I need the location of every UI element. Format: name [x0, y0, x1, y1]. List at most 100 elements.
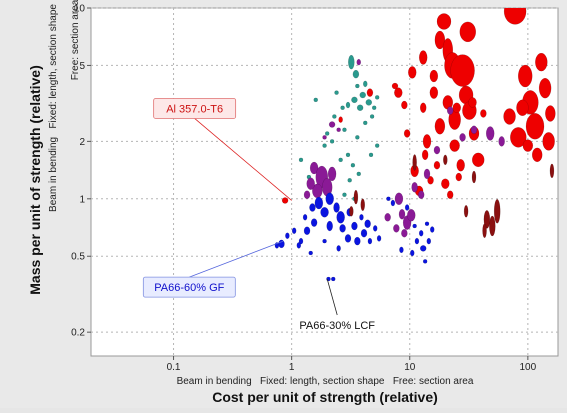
material-bubble-teal	[313, 97, 319, 103]
material-bubble-teal	[350, 162, 356, 168]
material-bubble-red	[408, 66, 417, 79]
material-bubble-red	[522, 139, 534, 152]
material-bubble-teal	[355, 135, 360, 140]
material-bubble-purple	[356, 58, 362, 66]
material-bubble-purple	[303, 190, 311, 200]
material-bubble-teal	[322, 143, 327, 148]
material-bubble-teal	[329, 139, 335, 144]
material-bubble-purple	[336, 127, 341, 133]
material-bubble-blue	[336, 245, 341, 252]
material-bubble-blue	[367, 237, 373, 245]
material-bubble-darkred	[482, 223, 487, 239]
material-bubble-blue	[418, 229, 424, 237]
y-axis-title: Mass per unit of strength (relative)	[27, 65, 43, 294]
material-bubble-blue	[414, 237, 420, 245]
material-bubble-purple	[411, 181, 418, 193]
material-bubble-darkred	[463, 205, 469, 218]
material-bubble-blue	[390, 199, 396, 207]
material-bubble-red	[517, 64, 533, 88]
material-bubble-blue	[303, 226, 311, 236]
material-bubble-teal	[334, 90, 339, 95]
material-bubble-blue	[399, 246, 404, 254]
material-bubble-teal	[356, 171, 362, 177]
material-bubble-blue	[412, 223, 417, 229]
annotation-label-box	[153, 98, 237, 119]
material-bubble-red	[449, 139, 460, 152]
material-bubble-red	[338, 116, 343, 123]
material-bubble-blue	[285, 232, 290, 240]
material-bubble-darkred	[471, 170, 477, 184]
material-bubble-red	[525, 113, 545, 140]
material-bubble-teal	[342, 192, 347, 198]
material-bubble-teal	[351, 96, 358, 104]
material-bubble-red	[429, 86, 439, 99]
material-bubble-purple	[485, 126, 495, 141]
x-axis-title: Cost per unit of strength (relative)	[212, 389, 438, 405]
material-bubble-blue	[354, 236, 361, 246]
y-tick-label: 0.5	[71, 252, 85, 263]
annotation-leader-line	[194, 118, 292, 201]
material-bubbles	[274, 8, 556, 282]
material-bubble-purple	[459, 133, 466, 142]
material-bubble-teal	[298, 157, 304, 163]
x-axis-subtitle: Beam in bending Fixed: length, section s…	[177, 376, 474, 387]
material-bubble-blue	[359, 214, 364, 221]
material-bubble-blue	[314, 196, 324, 210]
grid-layer	[91, 7, 558, 356]
material-bubble-blue	[296, 242, 302, 249]
material-bubble-blue	[308, 250, 313, 256]
material-bubble-teal	[365, 99, 373, 106]
annotation-leader-line	[189, 240, 284, 278]
material-bubble-blue	[339, 224, 346, 233]
material-bubble-darkred	[443, 154, 448, 166]
material-bubble-teal	[374, 143, 380, 148]
material-bubble-red	[433, 160, 441, 170]
material-bubble-blue	[424, 221, 430, 226]
material-bubble-red	[459, 21, 477, 43]
material-bubble-teal	[363, 120, 368, 126]
material-bubble-purple	[470, 125, 478, 135]
x-tick-label: 10	[404, 362, 416, 373]
annotation-layer: Al 357.0-T6 PA66-60% GF PA66-30% LCF	[142, 98, 375, 332]
material-bubble-teal	[324, 131, 330, 136]
material-bubble-red	[418, 50, 428, 65]
material-bubble-blue	[351, 221, 358, 231]
material-bubble-red	[403, 129, 411, 138]
annotation-label: PA66-30% LCF	[299, 320, 375, 332]
material-bubble-red	[510, 127, 527, 148]
material-bubble-blue	[310, 218, 318, 227]
material-bubble-blue	[422, 259, 428, 264]
material-bubble-teal	[338, 157, 343, 163]
material-bubble-red	[456, 158, 465, 172]
material-bubble-teal	[371, 105, 377, 111]
material-bubble-red	[542, 132, 555, 151]
material-bubble-red	[503, 8, 527, 25]
material-bubble-blue	[429, 226, 435, 233]
material-bubble-purple	[423, 168, 431, 180]
annotation-label: Al 357.0-T6	[166, 103, 223, 115]
material-bubble-red	[455, 172, 463, 182]
material-bubble-purple	[498, 136, 505, 147]
material-bubble-purple	[328, 121, 336, 128]
y-axis-subtitle-line-1: Beam in bending Fixed: length, section s…	[48, 4, 59, 212]
material-bubble-red	[394, 87, 403, 98]
material-bubble-teal	[374, 95, 380, 100]
material-bubble-red	[480, 109, 487, 118]
x-tick-label: 0.1	[167, 362, 181, 373]
material-bubble-teal	[355, 83, 360, 89]
material-bubble-red	[545, 105, 556, 122]
material-bubble-blue	[326, 276, 331, 282]
marks-layer	[274, 8, 556, 282]
material-bubble-red	[434, 30, 446, 50]
material-bubble-blue	[386, 196, 391, 202]
material-bubble-blue	[320, 207, 329, 218]
material-bubble-red	[531, 147, 543, 163]
material-bubble-blue	[291, 227, 297, 235]
material-bubble-blue	[309, 203, 316, 212]
material-bubble-teal	[345, 101, 351, 109]
material-bubble-blue	[410, 249, 415, 257]
material-bubble-purple	[393, 224, 400, 233]
material-bubble-teal	[369, 114, 375, 119]
material-bubble-teal	[345, 152, 351, 158]
material-bubble-blue	[404, 204, 410, 211]
